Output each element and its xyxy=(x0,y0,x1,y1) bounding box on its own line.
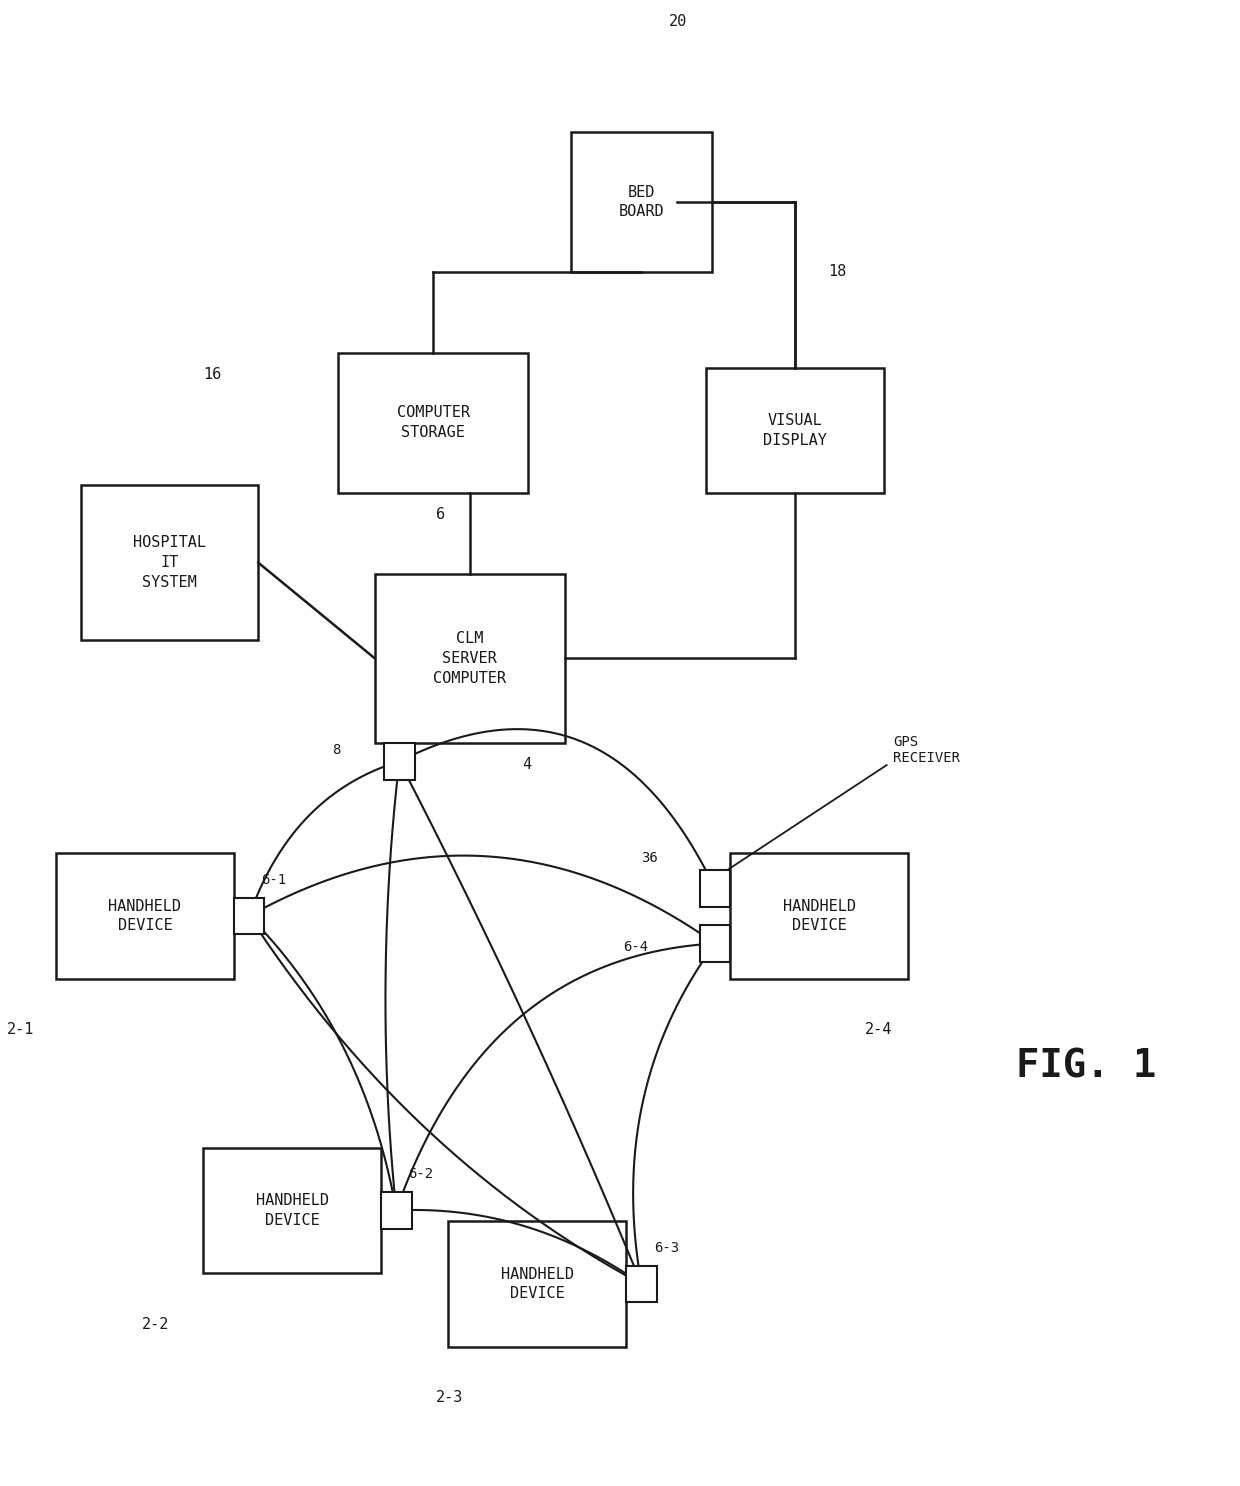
Bar xyxy=(203,1147,381,1274)
Bar xyxy=(234,898,264,935)
Bar xyxy=(339,352,528,493)
Bar xyxy=(449,1221,626,1346)
Text: 2-1: 2-1 xyxy=(7,1022,35,1037)
Text: CLM
SERVER
COMPUTER: CLM SERVER COMPUTER xyxy=(433,632,506,685)
Text: BED
BOARD: BED BOARD xyxy=(619,184,665,220)
Text: 18: 18 xyxy=(828,265,847,279)
Text: 16: 16 xyxy=(203,367,222,382)
Bar xyxy=(381,1192,412,1229)
Text: 6: 6 xyxy=(436,507,445,522)
Text: 20: 20 xyxy=(670,13,687,30)
Text: 4: 4 xyxy=(522,758,531,773)
Text: 6-3: 6-3 xyxy=(653,1241,678,1254)
Text: 36: 36 xyxy=(641,851,658,865)
Text: 6-2: 6-2 xyxy=(408,1167,434,1181)
Bar xyxy=(384,743,414,780)
Text: GPS
RECEIVER: GPS RECEIVER xyxy=(893,736,960,765)
Text: HANDHELD
DEVICE: HANDHELD DEVICE xyxy=(501,1266,574,1302)
Text: COMPUTER
STORAGE: COMPUTER STORAGE xyxy=(397,406,470,440)
Text: HANDHELD
DEVICE: HANDHELD DEVICE xyxy=(255,1193,329,1227)
Text: HANDHELD
DEVICE: HANDHELD DEVICE xyxy=(782,899,856,933)
Bar xyxy=(706,367,884,493)
Text: VISUAL
DISPLAY: VISUAL DISPLAY xyxy=(763,413,827,447)
Text: 6-1: 6-1 xyxy=(262,872,286,887)
Text: 2-4: 2-4 xyxy=(866,1022,893,1037)
Text: 8: 8 xyxy=(332,743,340,756)
Text: FIG. 1: FIG. 1 xyxy=(1016,1048,1156,1086)
Text: 2-3: 2-3 xyxy=(436,1391,464,1406)
Bar xyxy=(374,574,565,743)
Bar xyxy=(730,853,908,979)
Bar xyxy=(56,853,234,979)
Bar xyxy=(626,1266,657,1302)
Bar xyxy=(699,869,730,906)
Bar xyxy=(570,132,712,272)
Text: HOSPITAL
IT
SYSTEM: HOSPITAL IT SYSTEM xyxy=(133,535,206,590)
Text: 2-2: 2-2 xyxy=(141,1317,169,1331)
Bar xyxy=(699,926,730,961)
Text: HANDHELD
DEVICE: HANDHELD DEVICE xyxy=(108,899,181,933)
Bar xyxy=(81,486,258,640)
Text: 6-4: 6-4 xyxy=(622,939,649,954)
